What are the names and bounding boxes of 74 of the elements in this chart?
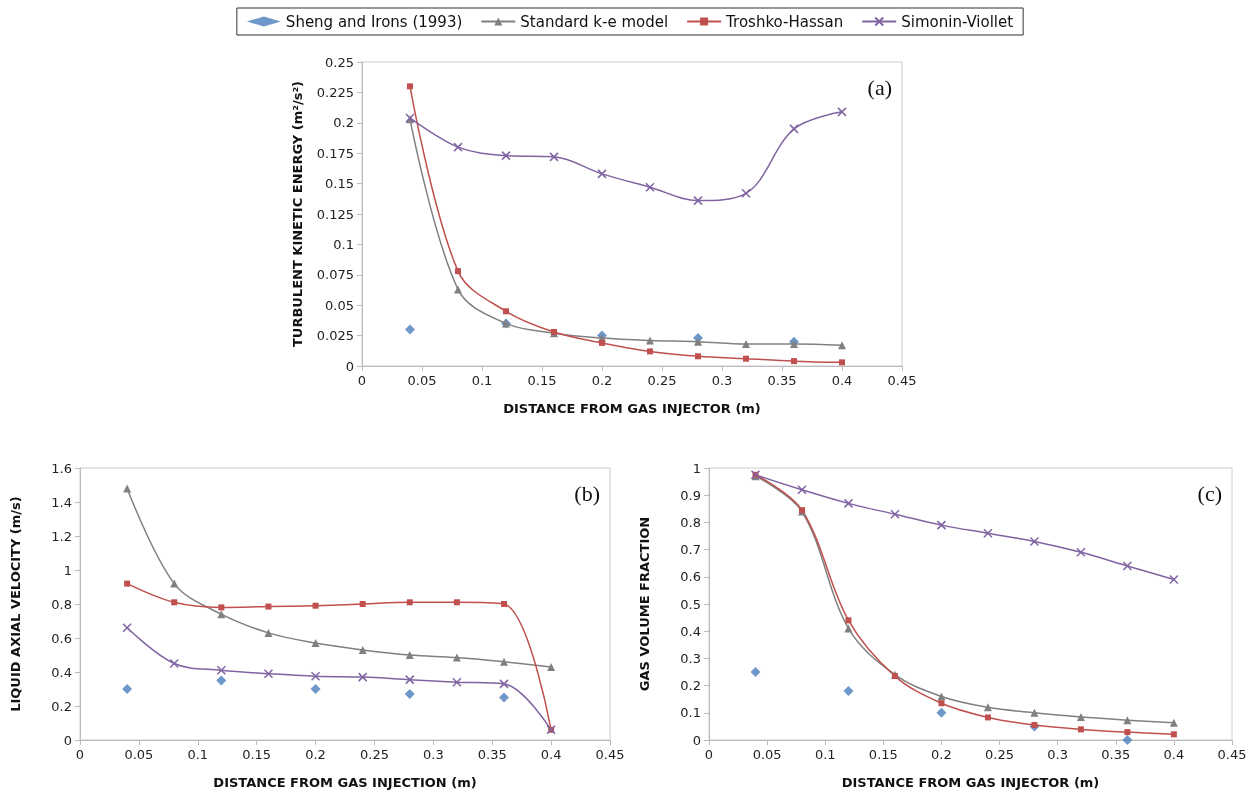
y-tick-label: 0.1 [680, 705, 701, 721]
y-axis-title: GAS VOLUME FRACTION [637, 516, 652, 692]
y-tick-label: 0.025 [316, 328, 354, 344]
x-tick-label: 0.2 [591, 373, 613, 388]
x-tick-label: 0.45 [887, 373, 917, 388]
annotation: (c) [1197, 480, 1222, 506]
y-tick-label: 0.05 [325, 297, 354, 313]
y-axis-title: LIQUID AXIAL VELOCITY (m/s) [8, 496, 23, 712]
y-tick-label: 0.2 [51, 698, 72, 714]
y-tick-label: 1 [63, 562, 72, 578]
x-tick-label: 0.35 [767, 373, 797, 388]
legend-label: Standard k-e model [520, 12, 669, 31]
x-tick-label: 0.2 [305, 747, 326, 762]
y-tick-label: 0.8 [51, 596, 72, 612]
x-tick-label: 0.05 [752, 747, 782, 762]
legend-label: Troshko-Hassan [725, 12, 844, 31]
y-tick-label: 1.2 [51, 528, 72, 544]
y-tick-label: 0.6 [51, 630, 72, 646]
y-tick-label: 1.6 [51, 460, 72, 476]
y-tick-label: 0.2 [333, 115, 354, 131]
y-tick-label: 0.6 [680, 569, 701, 585]
x-tick-label: 0.35 [1101, 747, 1131, 762]
x-tick-label: 0.15 [527, 373, 557, 388]
legend-label: Simonin-Viollet [901, 12, 1014, 31]
x-tick-label: 0 [704, 747, 714, 762]
x-tick-label: 0.3 [1047, 747, 1069, 762]
x-tick-label: 0.05 [407, 373, 437, 388]
y-tick-label: 0 [63, 732, 72, 748]
y-tick-label: 1.4 [51, 494, 72, 510]
y-tick-label: 0 [692, 732, 701, 748]
x-tick-label: 0.25 [359, 747, 389, 762]
x-tick-label: 0.2 [931, 747, 952, 762]
y-tick-label: 0.4 [51, 664, 72, 680]
x-tick-label: 0.15 [242, 747, 272, 762]
y-tick-label: 0.4 [680, 623, 701, 639]
x-tick-label: 0 [75, 747, 85, 762]
x-tick-label: 0.45 [1217, 747, 1247, 762]
y-tick-label: 1 [692, 460, 701, 476]
x-tick-label: 0.1 [814, 747, 836, 762]
y-tick-label: 0 [345, 358, 354, 374]
y-tick-label: 0.075 [316, 267, 354, 283]
x-axis-title: DISTANCE FROM GAS INJECTOR (m) [841, 775, 1100, 790]
y-axis-title: TURBULENT KINETIC ENERGY (m²/s²) [290, 80, 305, 348]
y-tick-label: 0.225 [316, 84, 354, 100]
annotation: (a) [867, 74, 892, 100]
x-tick-label: 0.05 [124, 747, 154, 762]
y-tick-label: 0.2 [680, 678, 701, 694]
x-tick-label: 0 [357, 373, 367, 388]
x-tick-label: 0.4 [540, 747, 562, 762]
y-tick-label: 0.5 [680, 596, 701, 612]
x-tick-label: 0.25 [647, 373, 677, 388]
x-tick-label: 0.35 [477, 747, 507, 762]
y-tick-label: 0.15 [325, 176, 354, 192]
y-tick-label: 0.7 [680, 542, 701, 558]
x-tick-label: 0.25 [985, 747, 1015, 762]
y-tick-label: 0.1 [333, 236, 354, 252]
x-tick-label: 0.1 [471, 373, 493, 388]
x-axis-title: DISTANCE FROM GAS INJECTION (m) [213, 775, 477, 790]
y-tick-label: 0.9 [680, 487, 701, 503]
x-tick-label: 0.4 [1163, 747, 1185, 762]
x-tick-label: 0.15 [868, 747, 898, 762]
y-tick-label: 0.8 [680, 514, 701, 530]
x-axis-title: DISTANCE FROM GAS INJECTOR (m) [503, 401, 761, 416]
legend-label: Sheng and Irons (1993) [285, 12, 463, 31]
x-tick-label: 0.1 [187, 747, 209, 762]
x-tick-label: 0.45 [595, 747, 625, 762]
y-tick-label: 0.175 [316, 145, 354, 161]
x-tick-label: 0.3 [711, 373, 733, 388]
x-tick-label: 0.4 [831, 373, 853, 388]
y-tick-label: 0.25 [325, 54, 354, 70]
annotation: (b) [574, 480, 600, 506]
x-tick-label: 0.3 [422, 747, 444, 762]
y-tick-label: 0.125 [316, 206, 354, 222]
y-tick-label: 0.3 [680, 650, 701, 666]
